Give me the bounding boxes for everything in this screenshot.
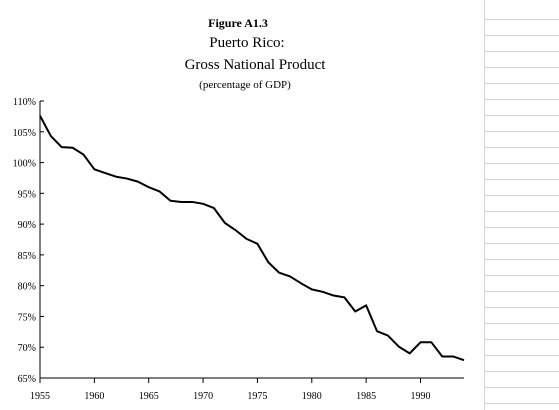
side-row-line (485, 227, 559, 228)
series-line (39, 115, 465, 362)
y-tick-label: 105% (13, 128, 36, 139)
units-note: (percentage of GDP) (199, 79, 291, 91)
side-row-line (485, 51, 559, 52)
series-group (39, 115, 465, 362)
side-row-line (485, 371, 559, 372)
side-row-line (485, 99, 559, 100)
y-tick-label: 90% (18, 220, 36, 231)
line-chart: Figure A1.3 Puerto Rico: Gross National … (13, 16, 465, 402)
side-row-line (485, 339, 559, 340)
side-row-line (485, 115, 559, 116)
side-row-line (485, 243, 559, 244)
side-row-line (485, 355, 559, 356)
side-row-line (485, 403, 559, 404)
chart-subtitle: Gross National Product (185, 57, 327, 73)
x-tick-label: 1960 (84, 391, 104, 402)
chart-area: Figure A1.3 Puerto Rico: Gross National … (12, 16, 465, 402)
y-axis-ticks: 65% 70% 75% 80% 85% 90% 95% 100% 105% 110% (13, 97, 44, 385)
side-row-line (485, 275, 559, 276)
side-row-line (485, 307, 559, 308)
side-row-line (485, 387, 559, 388)
x-tick-label: 1975 (247, 391, 267, 402)
y-tick-label: 95% (18, 189, 36, 200)
y-tick-label: 110% (13, 97, 36, 108)
side-row-line (485, 179, 559, 180)
figure-label: Figure A1.3 (208, 16, 268, 30)
y-tick-label: 70% (18, 343, 36, 354)
x-tick-label: 1980 (302, 391, 322, 402)
side-row-line (485, 131, 559, 132)
side-row-line (485, 67, 559, 68)
x-tick-label: 1955 (30, 391, 50, 402)
x-tick-label: 1965 (139, 391, 159, 402)
y-tick-label: 100% (13, 159, 36, 170)
y-tick-label: 80% (18, 282, 36, 293)
side-panel (484, 0, 559, 410)
side-row-line (485, 147, 559, 148)
axes (39, 101, 464, 379)
y-tick-label: 85% (18, 251, 36, 262)
side-row-line (485, 211, 559, 212)
side-row-line (485, 83, 559, 84)
x-tick-label: 1990 (411, 391, 431, 402)
y-tick-label: 65% (18, 374, 36, 385)
side-row-line (485, 259, 559, 260)
x-tick-label: 1970 (193, 391, 213, 402)
side-row-line (485, 323, 559, 324)
side-row-line (485, 291, 559, 292)
side-row-line (485, 163, 559, 164)
side-row-line (485, 19, 559, 20)
x-axis-ticks: 1955 1960 1965 1970 1975 1980 1985 1990 (30, 378, 431, 402)
y-tick-label: 75% (18, 312, 36, 323)
side-row-line (485, 35, 559, 36)
x-tick-label: 1985 (356, 391, 376, 402)
chart-title: Puerto Rico: (209, 35, 284, 51)
side-row-line (485, 195, 559, 196)
